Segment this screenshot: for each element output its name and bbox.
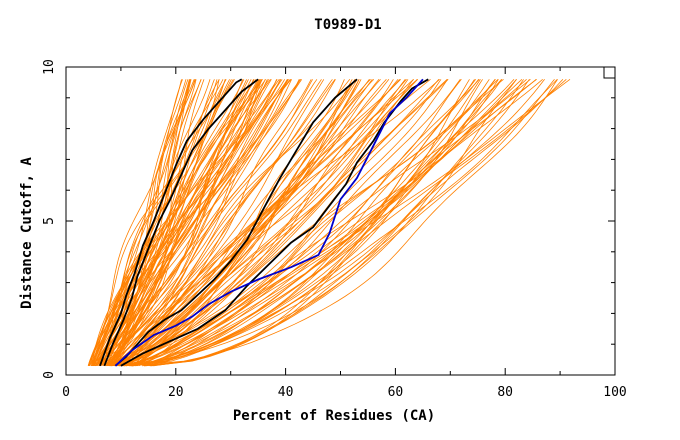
model-line [118,79,322,367]
model-line [93,79,245,366]
model-line [132,79,380,367]
model-line [116,79,414,367]
model-line [107,79,303,367]
model-line [117,79,375,367]
x-tick-label: 0 [62,385,70,400]
model-line [107,79,336,367]
model-line [112,79,252,367]
model-line [112,79,289,367]
model-line [130,79,336,366]
series-line-4 [120,78,429,367]
model-line [109,79,353,367]
series-line-3 [114,78,358,367]
model-line [114,79,197,367]
series-line-2 [103,78,259,367]
model-line [119,79,406,367]
y-axis-label: Distance Cutoff, A [19,157,35,309]
model-line [148,78,531,367]
model-line [111,79,345,367]
x-axis-label: Percent of Residues (CA) [233,408,435,424]
model-line [91,79,261,366]
model-line [122,79,527,367]
model-line [108,79,448,367]
series-layer [99,78,429,367]
model-line [113,79,302,366]
series-line-5 [114,78,424,367]
model-line [109,79,401,367]
model-line [121,79,461,367]
y-tick-label: 5 [42,217,57,225]
model-line [104,79,259,366]
model-line [111,79,254,366]
model-line [118,79,475,367]
model-line [108,79,301,367]
model-line [106,79,300,367]
model-line [142,79,503,367]
model-line [92,79,270,367]
model-line [150,79,470,367]
model-line [130,79,545,367]
model-line [87,79,230,366]
series-line-1 [99,78,243,367]
model-line [116,79,499,367]
model-line [145,78,543,367]
model-line [99,79,292,367]
y-tick-label: 10 [42,59,57,75]
x-tick-label: 100 [603,385,626,400]
model-line [125,79,462,367]
model-line [131,79,558,367]
model-line [110,79,286,367]
x-tick-label: 60 [388,385,404,400]
y-tick-label: 0 [42,371,57,379]
model-line [88,79,211,367]
model-line [153,79,530,367]
corner-box [603,66,616,79]
model-line [136,79,356,367]
model-line [134,79,370,367]
model-line [151,79,483,367]
chart-title: T0989-D1 [314,17,381,33]
model-line [135,79,496,367]
model-line [119,79,490,367]
x-tick-label: 20 [168,385,184,400]
axis-ticks: 0 20 40 60 80 100 0 5 10 [42,59,627,400]
model-line [121,79,351,366]
model-line [135,79,567,367]
model-line [104,79,249,367]
model-line [128,79,318,366]
model-line [109,79,356,367]
background-model-lines [87,78,571,367]
model-line [138,78,537,367]
model-line [98,79,283,366]
x-tick-label: 40 [278,385,294,400]
model-line [88,79,183,366]
model-line [111,79,357,366]
model-line [88,79,257,366]
x-tick-label: 80 [497,385,513,400]
model-line [107,79,260,367]
model-line [120,79,515,367]
model-line [92,79,226,366]
model-line [117,79,440,367]
model-line [122,79,333,367]
model-line [110,79,555,367]
model-line [145,79,524,367]
model-line [99,79,272,367]
model-line [89,79,196,366]
model-line [116,79,407,367]
model-line [126,79,517,367]
model-line [99,79,263,367]
